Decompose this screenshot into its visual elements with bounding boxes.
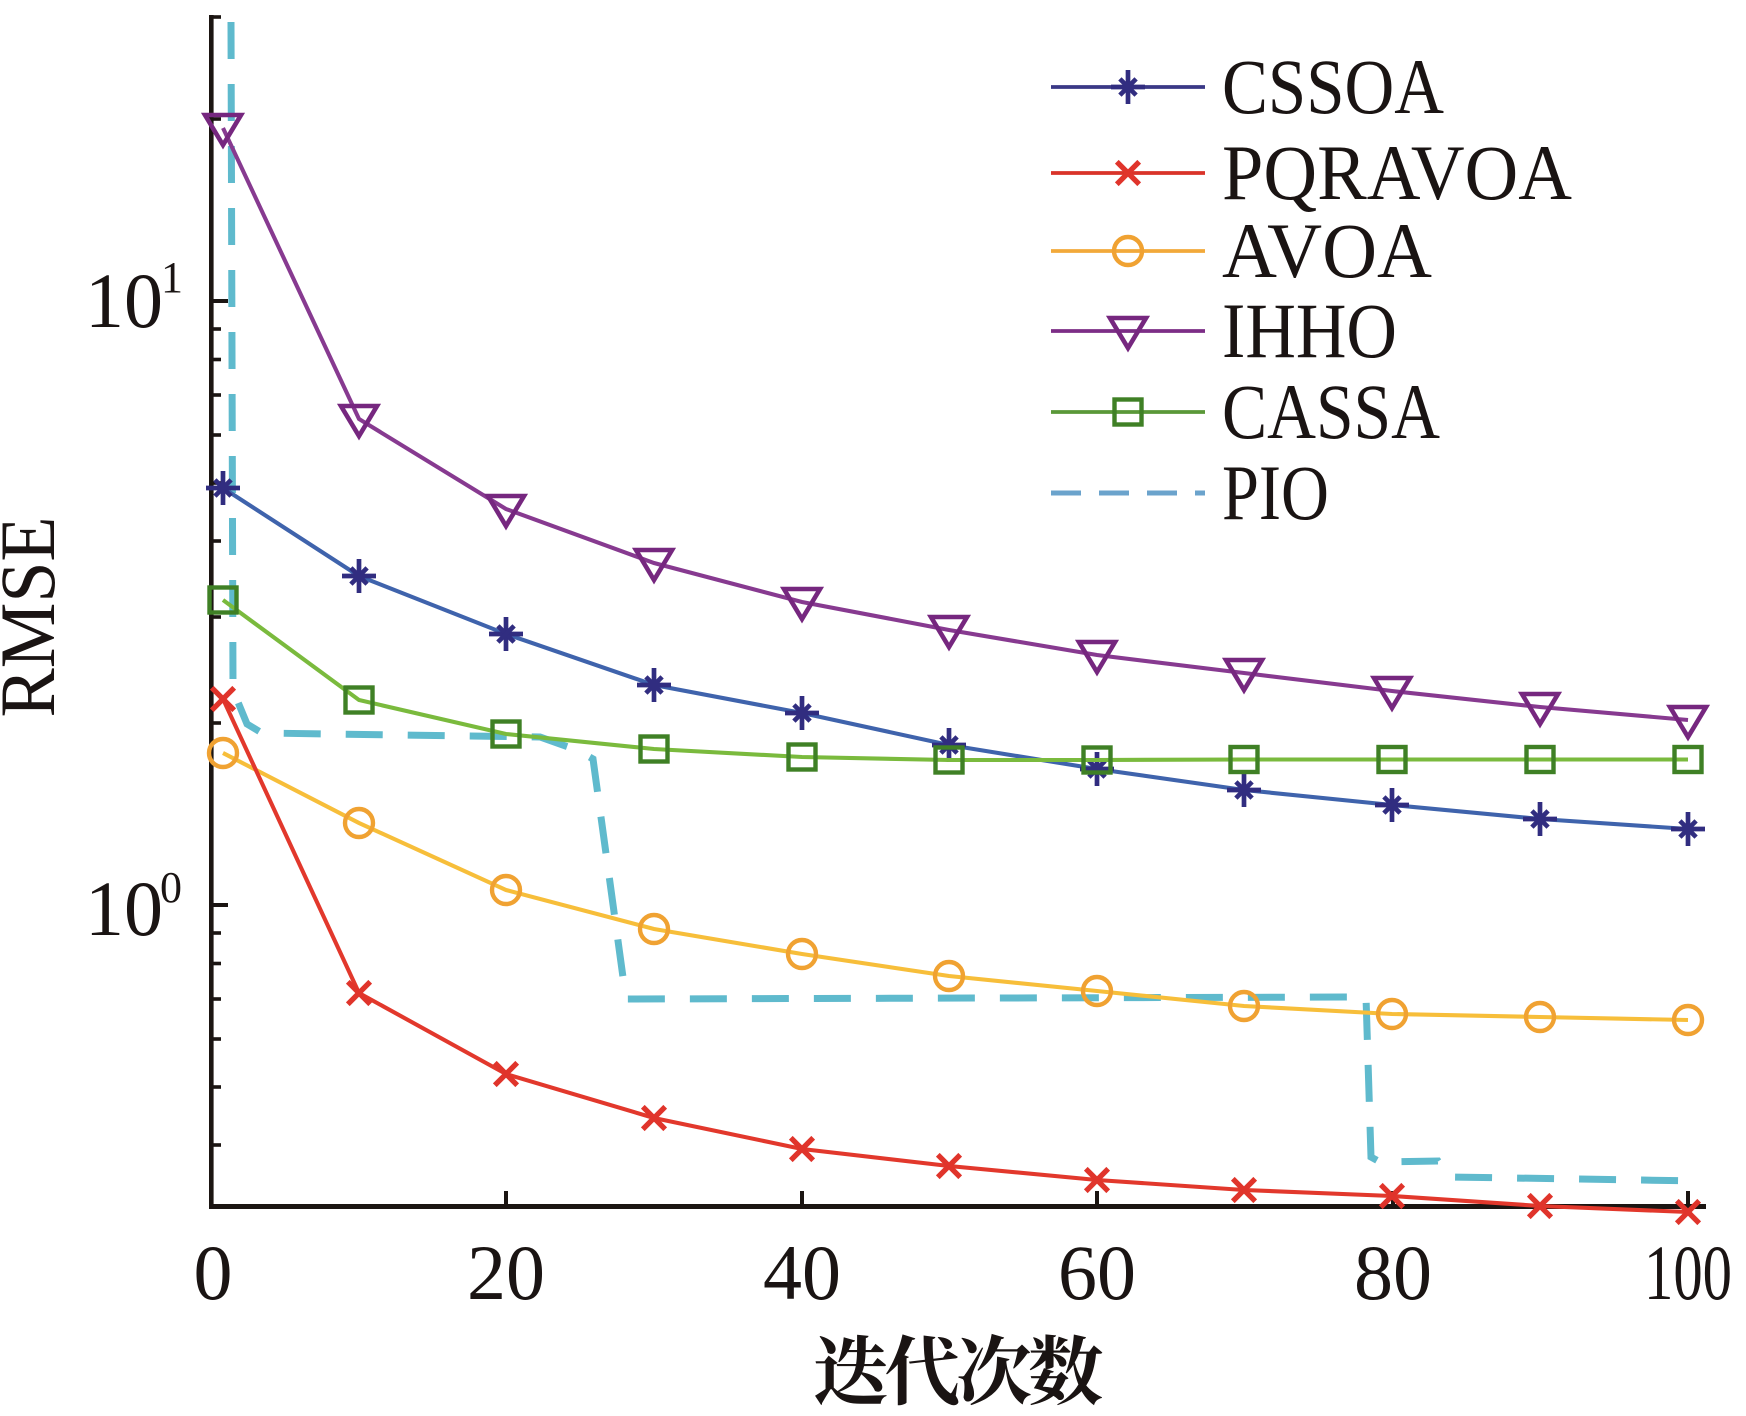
svg-text:IHHO: IHHO	[1222, 287, 1397, 374]
svg-text:PQRAVOA: PQRAVOA	[1222, 129, 1572, 216]
svg-text:RMSE: RMSE	[0, 517, 71, 718]
svg-text:0: 0	[194, 1229, 233, 1316]
svg-text:CASSA: CASSA	[1222, 368, 1440, 455]
svg-text:10: 10	[85, 257, 163, 344]
svg-text:80: 80	[1354, 1229, 1432, 1316]
svg-text:20: 20	[467, 1229, 545, 1316]
svg-text:PIO: PIO	[1222, 449, 1329, 536]
svg-text:AVOA: AVOA	[1222, 207, 1432, 294]
svg-text:40: 40	[763, 1229, 841, 1316]
svg-text:60: 60	[1058, 1229, 1136, 1316]
svg-text:CSSOA: CSSOA	[1222, 43, 1444, 130]
svg-text:1: 1	[161, 253, 183, 302]
svg-text:0: 0	[160, 863, 182, 912]
svg-text:10: 10	[85, 865, 163, 952]
svg-text:100: 100	[1644, 1229, 1732, 1316]
